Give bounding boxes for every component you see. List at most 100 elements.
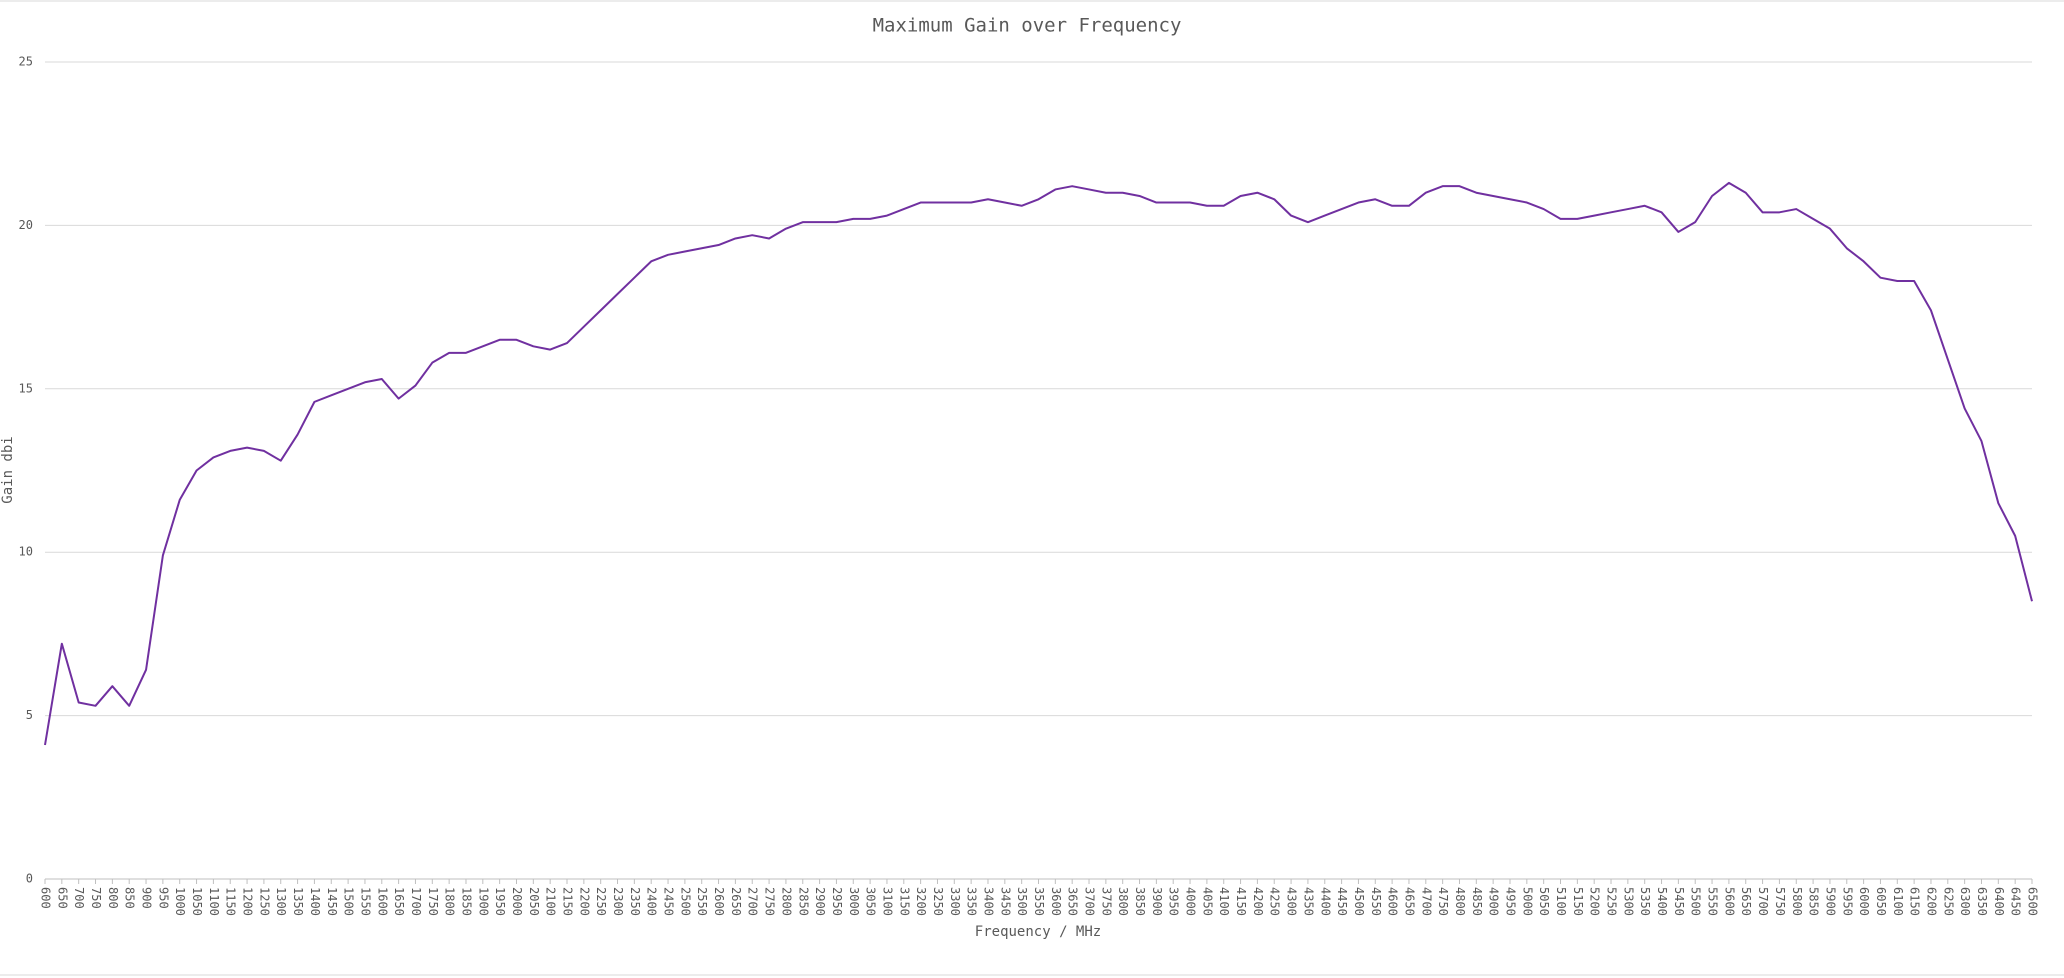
x-tick-label: 1350 <box>291 887 305 916</box>
x-tick-label: 2650 <box>729 887 743 916</box>
x-tick-label: 6000 <box>1857 887 1871 916</box>
x-tick-label: 2950 <box>830 887 844 916</box>
x-tick-label: 850 <box>123 887 137 909</box>
y-tick-label: 5 <box>26 708 33 722</box>
x-tick-label: 6500 <box>2026 887 2040 916</box>
x-tick-label: 5900 <box>1823 887 1837 916</box>
x-tick-label: 3550 <box>1032 887 1046 916</box>
x-tick-label: 5450 <box>1672 887 1686 916</box>
data-line <box>44 181 2033 746</box>
x-tick-label: 4050 <box>1200 887 1214 916</box>
x-axis-title: Frequency / MHz <box>975 924 1101 940</box>
x-tick-label: 5250 <box>1605 887 1619 916</box>
x-tick-label: 1050 <box>190 887 204 916</box>
x-tick-label: 5300 <box>1621 887 1635 916</box>
x-tick-label: 1250 <box>257 887 271 916</box>
x-tick-label: 5950 <box>1840 887 1854 916</box>
x-tick-label: 3850 <box>1133 887 1147 916</box>
x-tick-label: 3150 <box>897 887 911 916</box>
x-tick-label: 2900 <box>813 887 827 916</box>
x-tick-label: 1650 <box>392 887 406 916</box>
x-tick-label: 2550 <box>695 887 709 916</box>
x-tick-label: 1700 <box>409 887 423 916</box>
x-tick-label: 3100 <box>880 887 894 916</box>
x-tick-label: 700 <box>72 887 86 909</box>
x-tick-label: 2500 <box>678 887 692 916</box>
x-tick-label: 4900 <box>1487 887 1501 916</box>
x-tick-label: 6150 <box>1908 887 1922 916</box>
x-tick-label: 3350 <box>965 887 979 916</box>
x-tick-label: 5400 <box>1655 887 1669 916</box>
x-tick-label: 2400 <box>645 887 659 916</box>
x-tick-label: 4000 <box>1184 887 1198 916</box>
x-tick-label: 2450 <box>662 887 676 916</box>
x-tick-label: 3950 <box>1167 887 1181 916</box>
x-tick-label: 6400 <box>1992 887 2006 916</box>
x-tick-label: 1000 <box>173 887 187 916</box>
x-tick-label: 3750 <box>1099 887 1113 916</box>
x-tick-label: 5200 <box>1588 887 1602 916</box>
x-tick-label: 5650 <box>1739 887 1753 916</box>
x-tick-label: 5150 <box>1571 887 1585 916</box>
x-tick-label: 5350 <box>1638 887 1652 916</box>
x-tick-label: 1950 <box>493 887 507 916</box>
chart-title: Maximum Gain over Frequency <box>873 15 1182 37</box>
x-tick-label: 2600 <box>712 887 726 916</box>
x-tick-label: 4400 <box>1318 887 1332 916</box>
x-tick-label: 3700 <box>1083 887 1097 916</box>
x-tick-label: 5550 <box>1706 887 1720 916</box>
x-tick-label: 1150 <box>224 887 238 916</box>
x-tick-label: 6200 <box>1924 887 1938 916</box>
x-tick-label: 2700 <box>746 887 760 916</box>
x-tick-label: 3200 <box>914 887 928 916</box>
x-tick-label: 5500 <box>1689 887 1703 916</box>
x-tick-label: 650 <box>55 887 69 909</box>
x-tick-label: 3500 <box>1015 887 1029 916</box>
x-tick-label: 4950 <box>1503 887 1517 916</box>
x-tick-label: 3250 <box>931 887 945 916</box>
x-tick-label: 4850 <box>1470 887 1484 916</box>
x-tick-label: 4800 <box>1453 887 1467 916</box>
x-tick-label: 4500 <box>1352 887 1366 916</box>
x-tick-label: 3400 <box>981 887 995 916</box>
x-tick-label: 2850 <box>796 887 810 916</box>
x-tick-label: 3650 <box>1066 887 1080 916</box>
x-tick-label: 4450 <box>1335 887 1349 916</box>
x-tick-label: 6050 <box>1874 887 1888 916</box>
y-axis-title: Gain dbi <box>0 436 16 503</box>
x-tick-label: 3050 <box>864 887 878 916</box>
x-tick-label: 1750 <box>426 887 440 916</box>
x-tick-label: 4700 <box>1419 887 1433 916</box>
x-tick-label: 4150 <box>1234 887 1248 916</box>
x-tick-label: 5850 <box>1807 887 1821 916</box>
y-tick-label: 15 <box>19 381 33 395</box>
x-tick-label: 1450 <box>325 887 339 916</box>
y-tick-label: 0 <box>26 872 33 886</box>
x-tick-label: 4750 <box>1436 887 1450 916</box>
x-tick-label: 4600 <box>1386 887 1400 916</box>
x-tick-label: 4200 <box>1251 887 1265 916</box>
x-tick-label: 950 <box>156 887 170 909</box>
x-tick-label: 6300 <box>1958 887 1972 916</box>
x-tick-label: 4300 <box>1285 887 1299 916</box>
x-tick-label: 6450 <box>2009 887 2023 916</box>
x-tick-label: 6250 <box>1941 887 1955 916</box>
x-tick-label: 1600 <box>375 887 389 916</box>
x-tick-label: 800 <box>106 887 120 909</box>
x-tick-label: 3450 <box>998 887 1012 916</box>
x-tick-label: 3600 <box>1049 887 1063 916</box>
x-tick-label: 1500 <box>342 887 356 916</box>
x-tick-label: 3900 <box>1150 887 1164 916</box>
y-tick-label: 25 <box>19 55 33 69</box>
x-tick-label: 5100 <box>1554 887 1568 916</box>
x-tick-label: 900 <box>140 887 154 909</box>
x-tick-label: 4650 <box>1402 887 1416 916</box>
x-tick-label: 1200 <box>241 887 255 916</box>
x-tick-label: 600 <box>39 887 53 909</box>
x-tick-label: 1900 <box>476 887 490 916</box>
x-tick-label: 3300 <box>948 887 962 916</box>
x-tick-label: 1100 <box>207 887 221 916</box>
x-tick-label: 3800 <box>1116 887 1130 916</box>
